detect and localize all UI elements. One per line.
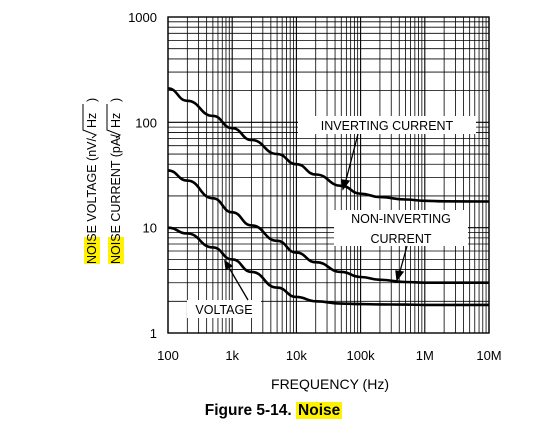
inverting-current-line — [167, 87, 490, 203]
non-inverting-arrow — [398, 245, 408, 276]
inverting-label: INVERTING CURRENT — [321, 119, 454, 133]
y-title-current-rest: SE CURRENT (pA/ — [109, 134, 123, 242]
x-tick-label: 10k — [286, 348, 307, 363]
y-title-voltage-highlight — [84, 237, 100, 264]
y-title-current-hl-text: NOI — [109, 242, 123, 264]
y-axis-title-voltage: NOISE VOLTAGE (nV/ Hz ) — [82, 98, 100, 264]
non-inverting-label-line1: NON-INVERTING — [351, 212, 451, 226]
annotation-arrows — [224, 133, 408, 301]
x-tick-label: 1M — [416, 348, 434, 363]
figure-caption: Figure 5-14. Noise — [0, 402, 547, 420]
y-axis-title-current: NOISE CURRENT (pA/ Hz ) — [106, 98, 124, 264]
y-title-voltage-rest: SE VOLTAGE (nV/ — [85, 138, 99, 242]
voltage-arrowhead — [224, 259, 234, 270]
plot-frame — [167, 16, 490, 334]
x-axis-title: FREQUENCY (Hz) — [271, 376, 389, 392]
y-title-current-close: ) — [109, 98, 123, 102]
x-tick-label: 100 — [157, 348, 179, 363]
y-tick-label: 10 — [143, 221, 157, 236]
grid — [167, 16, 490, 334]
y-title-voltage-hl-text: NOI — [85, 242, 99, 264]
inverting-arrow — [344, 133, 359, 185]
non-inverting-arrowhead — [395, 270, 405, 282]
y-title-current-hz: Hz — [109, 113, 123, 128]
series-layer — [167, 87, 490, 307]
voltage-arrow — [227, 265, 249, 301]
caption-prefix: Figure 5-14. — [204, 402, 297, 419]
y-title-current-highlight — [108, 237, 124, 264]
y-title-current-sqrt — [106, 104, 122, 139]
y-tick-label: 1 — [150, 326, 157, 341]
svg-text:NOISE CURRENT (pA/: NOISE CURRENT (pA/ — [109, 134, 123, 264]
non-inverting-label-box — [334, 210, 468, 246]
y-title-voltage-hz: Hz — [85, 113, 99, 128]
x-tick-label: 10M — [476, 348, 501, 363]
y-tick-label: 100 — [135, 115, 157, 130]
x-tick-label: 100k — [346, 348, 375, 363]
inverting-label-box — [298, 116, 476, 134]
voltage-line — [167, 226, 489, 307]
y-title-voltage-close: ) — [85, 98, 99, 102]
caption-highlight: Noise — [296, 402, 343, 419]
svg-text:NOISE VOLTAGE (nV/: NOISE VOLTAGE (nV/ — [85, 138, 99, 264]
non-inverting-label-line2: CURRENT — [370, 232, 431, 246]
voltage-label: VOLTAGE — [195, 303, 252, 317]
tick-labels: 100 1k 10k 100k 1M 10M 1 10 100 1000 — [128, 10, 502, 363]
x-tick-label: 1k — [225, 348, 239, 363]
inverting-arrowhead — [341, 179, 351, 191]
voltage-label-box — [187, 300, 261, 318]
y-tick-label: 1000 — [128, 10, 157, 25]
non-inverting-current-line — [167, 169, 489, 285]
y-title-voltage-sqrt — [82, 104, 98, 139]
